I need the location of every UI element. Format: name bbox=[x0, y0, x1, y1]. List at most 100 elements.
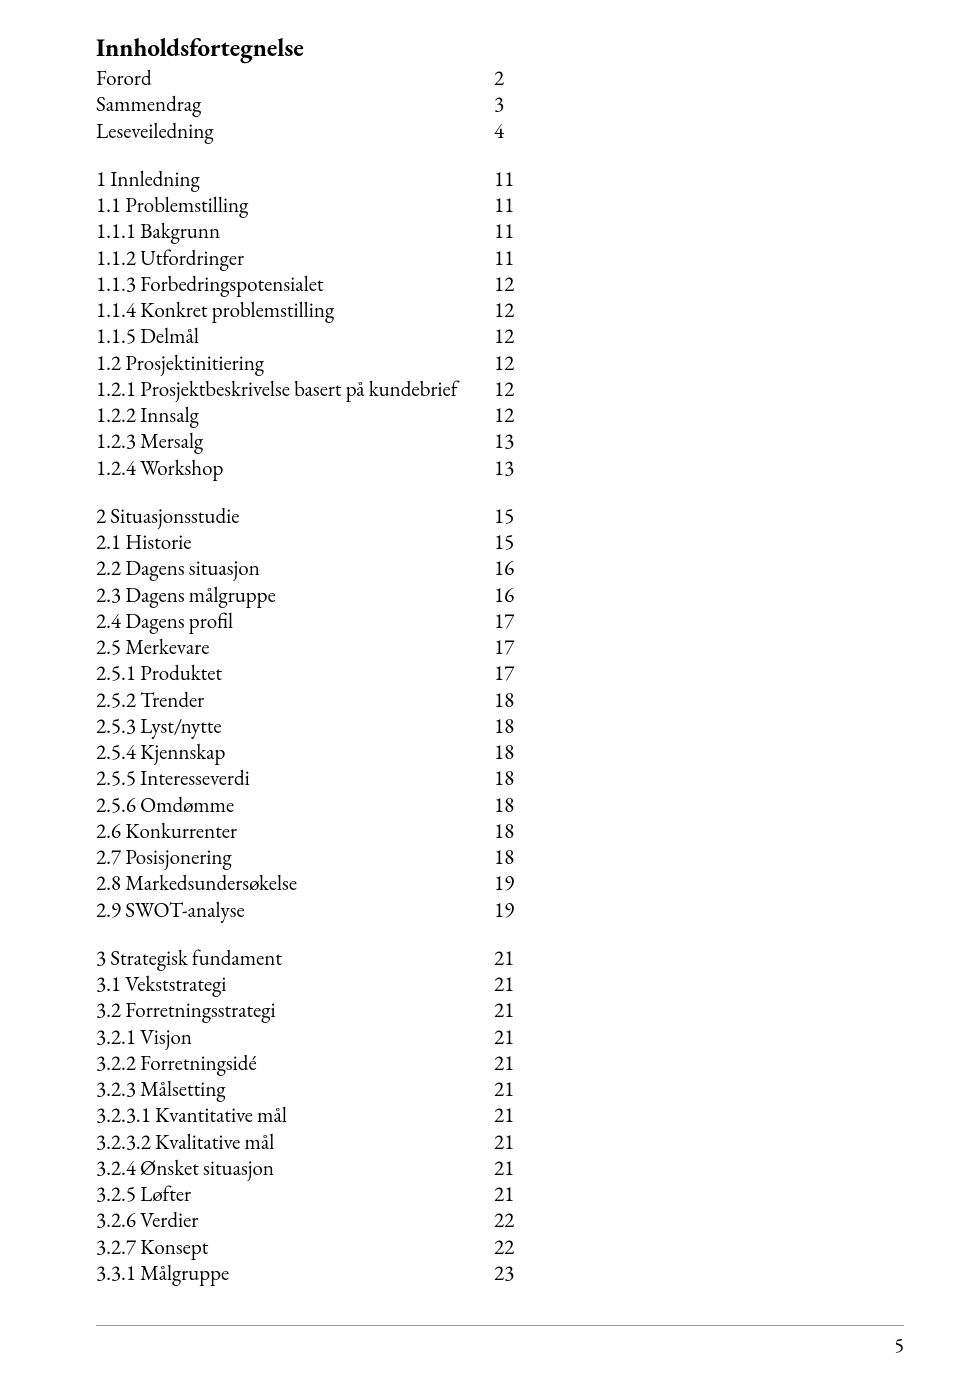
toc-entry-page: 18 bbox=[494, 714, 514, 740]
toc-row: 2.3 Dagens målgruppe16 bbox=[96, 583, 864, 609]
toc-entry-page: 21 bbox=[494, 1051, 514, 1077]
toc-entry-label: 2.4 Dagens profil bbox=[96, 609, 494, 635]
toc-entry-page: 12 bbox=[494, 403, 514, 429]
toc-entry-label: 1.1 Problemstilling bbox=[96, 193, 494, 219]
toc-entry-page: 4 bbox=[494, 119, 504, 145]
toc-row: 1 Innledning11 bbox=[96, 167, 864, 193]
toc-entry-label: 2.5.6 Omdømme bbox=[96, 793, 494, 819]
toc-section: 1 Innledning111.1 Problemstilling111.1.1… bbox=[96, 167, 864, 482]
toc-entry-label: 2.5.2 Trender bbox=[96, 688, 494, 714]
toc-entry-label: 3.2.1 Visjon bbox=[96, 1025, 494, 1051]
toc-entry-page: 23 bbox=[494, 1261, 514, 1287]
toc-entry-page: 12 bbox=[494, 377, 514, 403]
toc-row: 1.1.5 Delmål12 bbox=[96, 324, 864, 350]
toc-row: 3.3.1 Målgruppe23 bbox=[96, 1261, 864, 1287]
toc-entry-label: 1.2.2 Innsalg bbox=[96, 403, 494, 429]
toc-entry-label: 3.2 Forretningsstrategi bbox=[96, 998, 494, 1024]
toc-entry-page: 15 bbox=[494, 530, 514, 556]
toc-row: 1.2.2 Innsalg12 bbox=[96, 403, 864, 429]
toc-entry-page: 22 bbox=[494, 1235, 514, 1261]
toc-row: 2.5.4 Kjennskap18 bbox=[96, 740, 864, 766]
toc-entry-label: 3.2.6 Verdier bbox=[96, 1208, 494, 1234]
toc-title: Innholdsfortegnelse bbox=[96, 32, 864, 64]
toc-entry-label: 3.2.3 Målsetting bbox=[96, 1077, 494, 1103]
toc-row: 1.1.2 Utfordringer11 bbox=[96, 246, 864, 272]
toc-row: 1.2.3 Mersalg13 bbox=[96, 429, 864, 455]
toc-entry-page: 19 bbox=[494, 871, 514, 897]
toc-row: 3.2.2 Forretningsidé21 bbox=[96, 1051, 864, 1077]
toc-entry-page: 11 bbox=[494, 193, 514, 219]
toc-row: 1.1.3 Forbedringspotensialet12 bbox=[96, 272, 864, 298]
toc-entry-label: 3.1 Vekststrategi bbox=[96, 972, 494, 998]
toc-row: 2.9 SWOT-analyse19 bbox=[96, 898, 864, 924]
toc-row: 2.8 Markedsundersøkelse19 bbox=[96, 871, 864, 897]
toc-row: 1.1.4 Konkret problemstilling12 bbox=[96, 298, 864, 324]
footer-rule bbox=[96, 1325, 904, 1326]
toc-section: Forord2Sammendrag3Leseveiledning4 bbox=[96, 66, 864, 145]
toc-entry-page: 21 bbox=[494, 1130, 514, 1156]
toc-section: 3 Strategisk fundament213.1 Vekststrateg… bbox=[96, 946, 864, 1287]
toc-entry-label: 3.2.4 Ønsket situasjon bbox=[96, 1156, 494, 1182]
toc-row: 3.1 Vekststrategi21 bbox=[96, 972, 864, 998]
toc-entry-label: 1 Innledning bbox=[96, 167, 494, 193]
toc-entry-page: 13 bbox=[494, 429, 514, 455]
toc-entry-page: 17 bbox=[494, 635, 514, 661]
toc-row: 3.2.1 Visjon21 bbox=[96, 1025, 864, 1051]
toc-row: 1.1.1 Bakgrunn11 bbox=[96, 219, 864, 245]
toc-entry-page: 21 bbox=[494, 972, 514, 998]
toc-row: 2.5.1 Produktet17 bbox=[96, 661, 864, 687]
toc-entry-label: 2.3 Dagens målgruppe bbox=[96, 583, 494, 609]
toc-row: 2.5.5 Interesseverdi18 bbox=[96, 766, 864, 792]
toc-row: 2.4 Dagens profil17 bbox=[96, 609, 864, 635]
toc-row: 2.1 Historie15 bbox=[96, 530, 864, 556]
toc-entry-page: 18 bbox=[494, 845, 514, 871]
toc-entry-page: 12 bbox=[494, 298, 514, 324]
toc-entry-page: 3 bbox=[494, 92, 504, 118]
toc-entry-label: 2.8 Markedsundersøkelse bbox=[96, 871, 494, 897]
toc-entry-page: 11 bbox=[494, 219, 514, 245]
toc-entry-label: 1.1.2 Utfordringer bbox=[96, 246, 494, 272]
toc-row: 3.2.5 Løfter21 bbox=[96, 1182, 864, 1208]
toc-entry-label: 2.1 Historie bbox=[96, 530, 494, 556]
toc-row: 3.2.3 Målsetting21 bbox=[96, 1077, 864, 1103]
toc-row: 3.2.3.2 Kvalitative mål21 bbox=[96, 1130, 864, 1156]
toc-entry-label: 2.5.1 Produktet bbox=[96, 661, 494, 687]
toc-entry-label: 2.2 Dagens situasjon bbox=[96, 556, 494, 582]
toc-row: 2.7 Posisjonering18 bbox=[96, 845, 864, 871]
toc-entry-label: 1.1.1 Bakgrunn bbox=[96, 219, 494, 245]
toc-entry-page: 21 bbox=[494, 1025, 514, 1051]
toc-entry-page: 2 bbox=[494, 66, 504, 92]
toc-row: 1.2 Prosjektinitiering12 bbox=[96, 351, 864, 377]
toc-entry-label: Forord bbox=[96, 66, 494, 92]
toc-row: 3.2.3.1 Kvantitative mål21 bbox=[96, 1103, 864, 1129]
toc-section: 2 Situasjonsstudie152.1 Historie152.2 Da… bbox=[96, 504, 864, 924]
toc-entry-page: 16 bbox=[494, 583, 514, 609]
toc-entry-page: 18 bbox=[494, 740, 514, 766]
toc-row: 2.5.6 Omdømme18 bbox=[96, 793, 864, 819]
toc-row: 3.2 Forretningsstrategi21 bbox=[96, 998, 864, 1024]
toc-row: 2.2 Dagens situasjon16 bbox=[96, 556, 864, 582]
toc-row: 2.6 Konkurrenter18 bbox=[96, 819, 864, 845]
toc-entry-page: 17 bbox=[494, 609, 514, 635]
toc-entry-label: 2.9 SWOT-analyse bbox=[96, 898, 494, 924]
toc-entry-page: 21 bbox=[494, 998, 514, 1024]
toc-entry-page: 12 bbox=[494, 351, 514, 377]
toc-entry-label: 2.5.5 Interesseverdi bbox=[96, 766, 494, 792]
toc-entry-label: 1.2 Prosjektinitiering bbox=[96, 351, 494, 377]
toc-entry-label: 2.5 Merkevare bbox=[96, 635, 494, 661]
toc-row: Sammendrag3 bbox=[96, 92, 864, 118]
toc-entry-label: 2.7 Posisjonering bbox=[96, 845, 494, 871]
toc-entry-page: 11 bbox=[494, 246, 514, 272]
toc-entry-page: 18 bbox=[494, 819, 514, 845]
toc-entry-label: 1.1.5 Delmål bbox=[96, 324, 494, 350]
toc-entry-label: 3.2.3.1 Kvantitative mål bbox=[96, 1103, 494, 1129]
toc-row: 2 Situasjonsstudie15 bbox=[96, 504, 864, 530]
toc-entry-label: 2 Situasjonsstudie bbox=[96, 504, 494, 530]
toc-entry-label: 1.1.4 Konkret problemstilling bbox=[96, 298, 494, 324]
toc-entry-label: 3.2.3.2 Kvalitative mål bbox=[96, 1130, 494, 1156]
toc-entry-label: 2.5.3 Lyst/nytte bbox=[96, 714, 494, 740]
toc-entry-label: 2.6 Konkurrenter bbox=[96, 819, 494, 845]
toc-entry-label: 1.1.3 Forbedringspotensialet bbox=[96, 272, 494, 298]
toc-entry-label: 2.5.4 Kjennskap bbox=[96, 740, 494, 766]
toc-entry-page: 11 bbox=[494, 167, 514, 193]
